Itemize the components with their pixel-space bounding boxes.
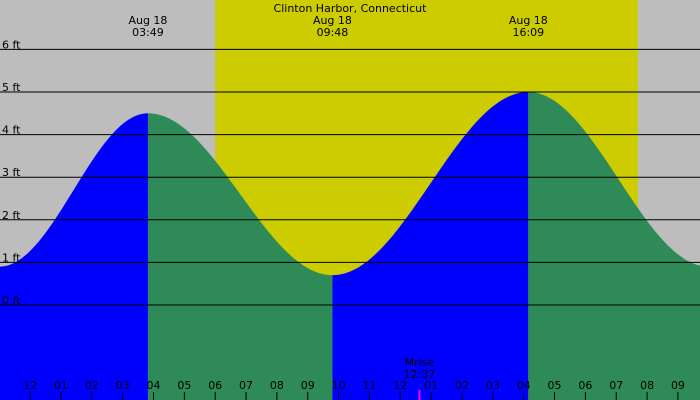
- x-tick-label: 03: [486, 379, 500, 392]
- x-tick-label: 01: [424, 379, 438, 392]
- x-tick-label: 12: [393, 379, 407, 392]
- tide-extreme-time: 09:48: [317, 26, 349, 39]
- y-tick-label: 0 ft: [2, 294, 21, 307]
- chart-title: Clinton Harbor, Connecticut: [274, 2, 428, 15]
- x-tick-label: 08: [270, 379, 284, 392]
- y-axis-labels: 0 ft 1 ft 2 ft 3 ft 4 ft 5 ft 6 ft: [2, 38, 21, 307]
- moonrise-time: 12:37: [404, 368, 436, 381]
- x-tick-label: 01: [54, 379, 68, 392]
- tide-segment-rising: [332, 92, 529, 400]
- x-tick-label: 09: [671, 379, 685, 392]
- y-tick-label: 6 ft: [2, 38, 21, 51]
- x-tick-label: 07: [609, 379, 623, 392]
- tide-extreme-time: 03:49: [132, 26, 164, 39]
- tide-extreme-date: Aug 18: [509, 14, 548, 27]
- x-tick-label: 02: [455, 379, 469, 392]
- x-tick-label: 11: [362, 379, 376, 392]
- y-tick-label: 4 ft: [2, 124, 21, 137]
- tide-area: [0, 92, 700, 400]
- y-tick-label: 5 ft: [2, 81, 21, 94]
- tide-segment-falling: [528, 92, 700, 400]
- x-tick-label: 05: [548, 379, 562, 392]
- tide-extreme-date: Aug 18: [313, 14, 352, 27]
- x-tick-label: 02: [85, 379, 99, 392]
- gridlines: [0, 48, 700, 306]
- tide-extreme-date: Aug 18: [128, 14, 167, 27]
- y-tick-label: 3 ft: [2, 166, 21, 179]
- moonrise-label: Mrise: [405, 356, 435, 369]
- x-tick-label: 04: [517, 379, 531, 392]
- x-axis-ticks: 12 01 02 03 04 05 06 07 08 09 10 11 12 01 02 03 04 05 06 07…: [23, 379, 685, 400]
- x-tick-label: 12: [23, 379, 37, 392]
- x-tick-label: 09: [301, 379, 315, 392]
- tide-segment-rising: [0, 113, 148, 400]
- tide-segment-falling: [147, 113, 333, 400]
- x-tick-label: 08: [640, 379, 654, 392]
- x-tick-label: 07: [239, 379, 253, 392]
- x-tick-label: 04: [147, 379, 161, 392]
- x-tick-label: 06: [208, 379, 222, 392]
- x-tick-label: 03: [116, 379, 130, 392]
- y-tick-label: 1 ft: [2, 251, 21, 264]
- x-tick-label: 06: [578, 379, 592, 392]
- x-tick-label: 05: [177, 379, 191, 392]
- x-tick-label: 10: [332, 379, 346, 392]
- tide-extreme-time: 16:09: [512, 26, 544, 39]
- y-tick-label: 2 ft: [2, 209, 21, 222]
